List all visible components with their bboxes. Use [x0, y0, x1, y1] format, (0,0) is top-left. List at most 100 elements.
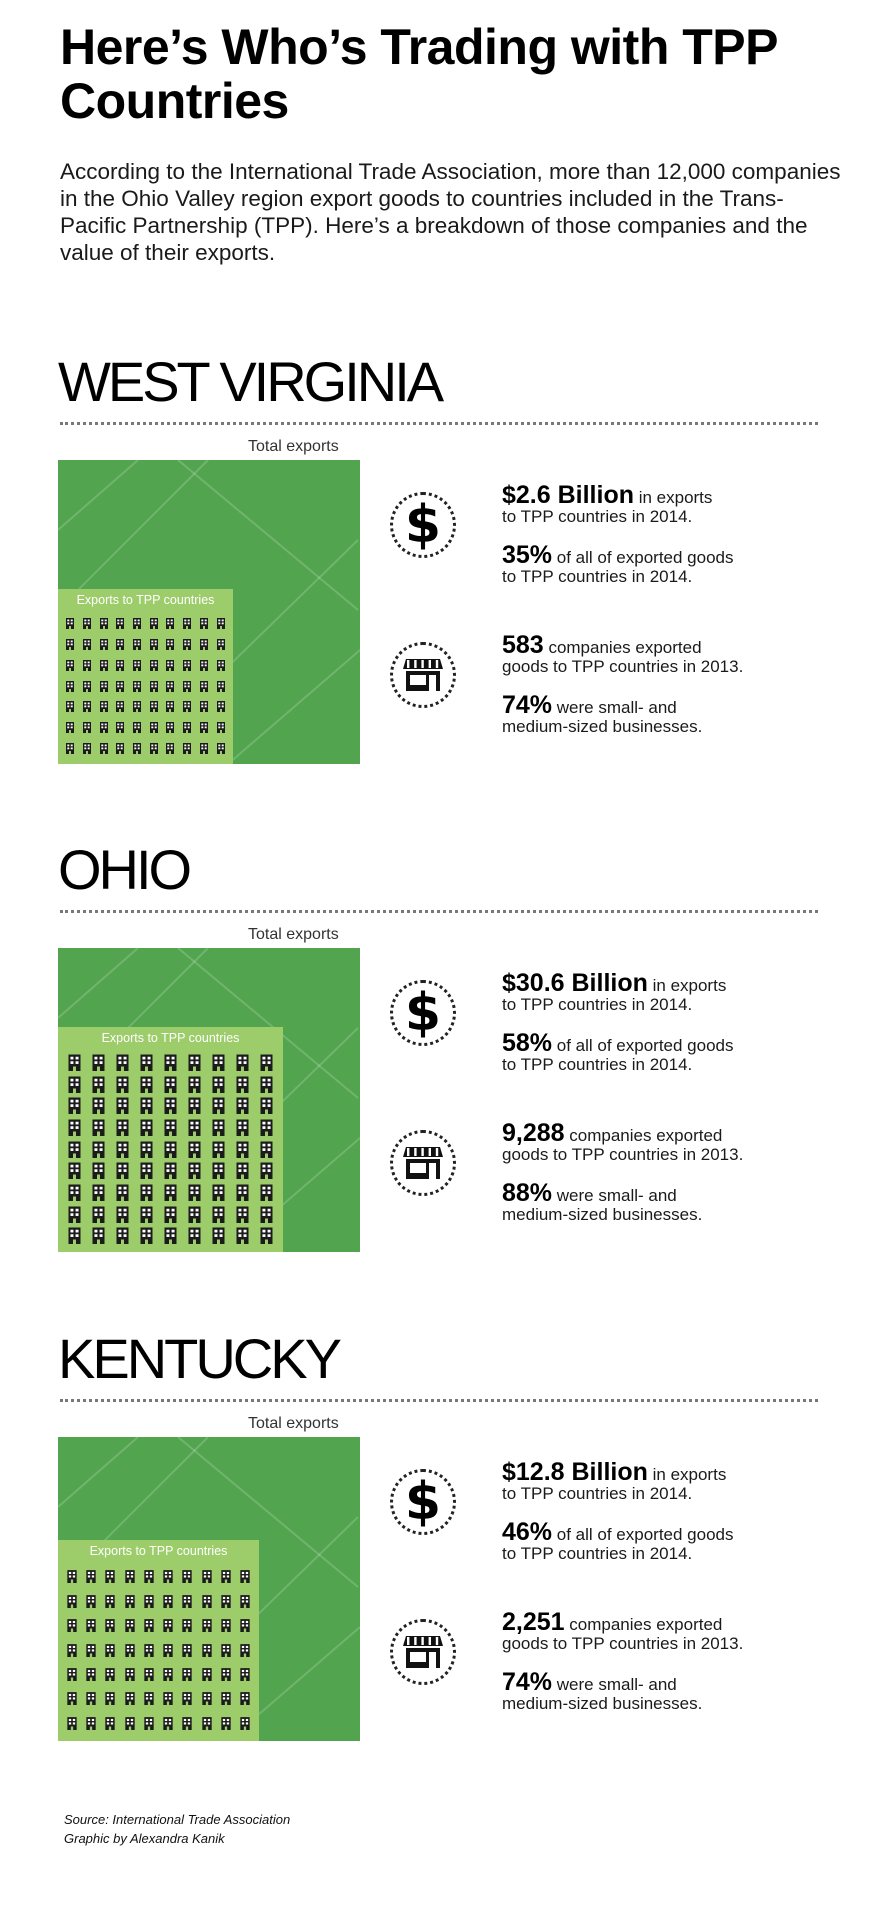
company-icon-cell [120, 1711, 139, 1735]
office-building-icon [116, 1054, 129, 1071]
company-icon-cell [145, 634, 162, 655]
exports-line2: to TPP countries in 2014. [502, 1484, 693, 1503]
dotted-divider [60, 422, 818, 425]
company-icon-cell [207, 1094, 231, 1116]
office-building-icon [66, 742, 75, 754]
company-icon-cell [79, 654, 96, 675]
office-building-icon [116, 701, 125, 713]
office-building-icon [105, 1692, 115, 1706]
office-building-icon [144, 1570, 154, 1584]
office-building-icon [199, 639, 208, 651]
office-building-icon [164, 1227, 177, 1245]
company-icon-cell [110, 1138, 134, 1160]
company-icon-cell [183, 1094, 207, 1116]
company-icon-cell [62, 1138, 86, 1160]
office-building-icon [92, 1227, 105, 1245]
office-building-icon [166, 701, 175, 713]
office-building-icon [149, 721, 158, 733]
company-icon-cell [86, 1073, 110, 1095]
total-exports-square: Exports to TPP countries [58, 1437, 360, 1741]
state-heading: OHIO [58, 838, 192, 901]
office-building-icon [99, 680, 108, 692]
office-building-icon [212, 1162, 225, 1180]
office-building-icon [240, 1619, 250, 1633]
office-building-icon [183, 701, 192, 713]
company-icon-cell [112, 654, 129, 675]
office-building-icon [182, 1716, 193, 1730]
office-building-icon [116, 1162, 129, 1180]
office-building-icon [240, 1594, 250, 1608]
total-exports-label: Total exports [248, 926, 339, 943]
state-section-ohio: OHIO Total exports Exports to TPP countr… [0, 840, 880, 1270]
company-icon-cell [79, 717, 96, 738]
office-building-icon [144, 1594, 154, 1608]
texture-line [177, 1437, 359, 1588]
company-icon-cell [162, 717, 179, 738]
company-icon-cell [158, 1051, 182, 1073]
office-building-icon [183, 659, 192, 671]
company-icon-cell [139, 1662, 158, 1686]
company-icon-grid [62, 1564, 255, 1735]
tpp-exports-square: Exports to TPP countries [58, 1540, 259, 1741]
company-icon-cell [112, 696, 129, 717]
office-building-icon [202, 1594, 212, 1608]
office-building-icon [182, 1594, 193, 1608]
office-building-icon [221, 1643, 231, 1657]
company-icon-cell [158, 1637, 177, 1661]
office-building-icon [83, 701, 92, 713]
company-icon-cell [62, 1094, 86, 1116]
office-building-icon [236, 1119, 249, 1136]
company-icon-cell [207, 1051, 231, 1073]
company-icon-cell [62, 675, 79, 696]
office-building-icon [236, 1097, 249, 1115]
office-building-icon [183, 639, 192, 651]
sme-value: 74% [502, 691, 553, 719]
company-icon-cell [62, 696, 79, 717]
office-building-icon [188, 1206, 201, 1223]
office-building-icon [83, 721, 92, 733]
office-building-icon [92, 1206, 105, 1223]
office-building-icon [236, 1054, 249, 1071]
company-icon-cell [207, 1138, 231, 1160]
office-building-icon [68, 1097, 81, 1115]
dollar-icon: $ [390, 492, 456, 558]
exports-value: $12.8 Billion [502, 1458, 648, 1486]
texture-line [177, 948, 359, 1099]
office-building-icon [116, 680, 125, 692]
company-icon-cell [79, 675, 96, 696]
office-building-icon [92, 1054, 105, 1071]
office-building-icon [236, 1076, 249, 1093]
office-building-icon [83, 659, 92, 671]
company-icon-cell [162, 675, 179, 696]
office-building-icon [133, 742, 142, 754]
company-icon-cell [110, 1073, 134, 1095]
office-building-icon [116, 639, 125, 651]
office-building-icon [124, 1668, 135, 1681]
company-icon-cell [95, 675, 112, 696]
office-building-icon [212, 1097, 225, 1115]
office-building-icon [66, 1692, 77, 1706]
company-icon-cell [120, 1686, 139, 1710]
exports-value-stat: $12.8 Billion in exports to TPP countrie… [502, 1460, 842, 1504]
office-building-icon [183, 618, 192, 630]
company-icon-cell [196, 634, 213, 655]
company-icon-cell [95, 654, 112, 675]
storefront-glyph [403, 1147, 443, 1179]
company-icon-cell [81, 1711, 100, 1735]
office-building-icon [66, 659, 75, 671]
office-building-icon [166, 721, 175, 733]
office-building-icon [105, 1570, 115, 1584]
company-icon-cell [95, 737, 112, 758]
company-icon-cell [158, 1686, 177, 1710]
office-building-icon [66, 618, 75, 630]
sme-rest: were small- and [552, 1675, 677, 1694]
office-building-icon [140, 1227, 153, 1245]
company-icon-cell [231, 1138, 255, 1160]
total-exports-square: Exports to TPP countries [58, 460, 360, 764]
company-icon-cell [134, 1138, 158, 1160]
company-icon-cell [86, 1224, 110, 1246]
company-icon-cell [255, 1094, 279, 1116]
companies-value: 2,251 [502, 1608, 565, 1636]
company-icon-cell [212, 654, 229, 675]
company-icon-cell [196, 654, 213, 675]
